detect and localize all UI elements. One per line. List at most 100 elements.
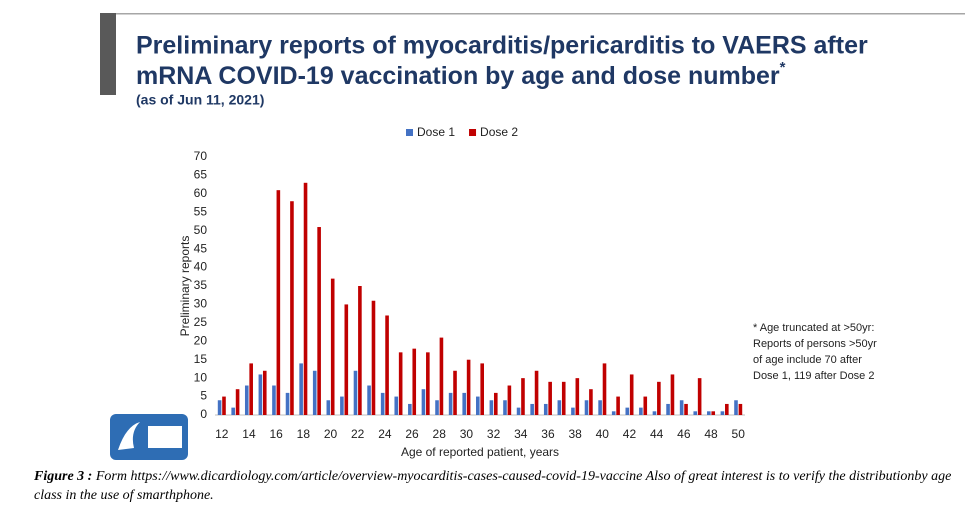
bar: [426, 352, 430, 415]
x-tick-label: 38: [568, 427, 582, 441]
x-tick-label: 46: [677, 427, 691, 441]
bar: [262, 370, 267, 415]
bar: [353, 370, 358, 415]
y-tick-label: 10: [194, 370, 208, 384]
bar: [217, 400, 222, 415]
x-tick-label: 28: [433, 427, 447, 441]
bar: [561, 381, 566, 415]
bar: [629, 374, 634, 415]
bar: [543, 403, 548, 415]
legend-label: Dose 1: [417, 125, 455, 139]
bar: [258, 374, 263, 415]
bar: [408, 403, 412, 415]
x-tick-label: 16: [269, 427, 283, 441]
bar: [290, 201, 294, 415]
bar: [711, 411, 716, 415]
x-tick-label: 32: [487, 427, 501, 441]
bar: [489, 400, 494, 415]
bar: [679, 400, 684, 415]
bar: [371, 300, 376, 415]
chart-title: Preliminary reports of myocarditis/peric…: [136, 32, 868, 60]
title-line: mRNA COVID-19 vaccination by age and dos…: [136, 62, 780, 90]
bar: [276, 190, 281, 415]
bar: [398, 352, 403, 415]
x-tick-label: 34: [514, 427, 528, 441]
y-tick-label: 60: [194, 186, 208, 200]
legend-swatch: [469, 129, 477, 136]
bar: [340, 396, 344, 415]
x-tick-label: 22: [351, 427, 365, 441]
bar: [462, 392, 467, 415]
legend-swatch: [406, 129, 413, 136]
bar: [697, 378, 702, 415]
chart-subtitle: (as of Jun 11, 2021): [136, 92, 264, 108]
bar: [421, 389, 426, 415]
y-tick-label: 55: [194, 204, 208, 218]
bar: [272, 385, 276, 415]
bar: [557, 400, 562, 415]
bar: [652, 411, 657, 415]
y-tick-label: 35: [194, 278, 208, 292]
x-tick-label: 26: [405, 427, 419, 441]
bar: [394, 396, 399, 415]
y-axis-label: Preliminary reports: [178, 236, 192, 337]
y-tick-label: 15: [194, 352, 208, 366]
x-tick-label: 42: [623, 427, 637, 441]
bar: [476, 396, 480, 415]
bar: [598, 400, 602, 415]
caption-label: Figure 3 :: [34, 469, 93, 484]
x-tick-label: 20: [324, 427, 338, 441]
bar: [725, 403, 729, 415]
bar: [330, 278, 335, 415]
bar: [516, 407, 521, 415]
y-tick-label: 70: [194, 149, 208, 163]
bar: [693, 411, 698, 415]
x-tick-label: 14: [242, 427, 256, 441]
bar: [326, 400, 331, 415]
bar: [503, 400, 507, 415]
bar: [684, 403, 688, 415]
bar: [385, 315, 389, 415]
bar: [575, 378, 580, 415]
bar: [448, 392, 453, 415]
bar: [670, 374, 675, 415]
bar: [285, 392, 290, 415]
bar: [707, 411, 711, 415]
bar: [299, 363, 303, 415]
y-tick-label: 45: [194, 241, 208, 255]
bar: [602, 363, 607, 415]
bar: [738, 403, 743, 415]
note-line: Dose 1, 119 after Dose 2: [753, 370, 874, 382]
bar: [548, 381, 552, 415]
x-tick-label: 12: [215, 427, 229, 441]
bar: [657, 381, 661, 415]
slide-accent: [100, 13, 116, 95]
bar: [734, 400, 738, 415]
bar: [453, 370, 457, 415]
cdc-logo: [110, 414, 188, 460]
bar: [439, 337, 444, 415]
bar: [666, 403, 670, 415]
logo-panel: [148, 426, 182, 448]
x-tick-label: 50: [732, 427, 746, 441]
bar: [222, 396, 226, 415]
y-tick-label: 25: [194, 315, 208, 329]
bar: [521, 378, 525, 415]
bar: [720, 411, 725, 415]
x-tick-label: 44: [650, 427, 664, 441]
bar: [466, 359, 471, 415]
bar: [571, 407, 575, 415]
bar: [312, 370, 317, 415]
bar: [493, 392, 498, 415]
bar: [616, 396, 620, 415]
bar: [380, 392, 385, 415]
x-tick-label: 30: [460, 427, 474, 441]
y-tick-label: 30: [194, 297, 208, 311]
x-tick-label: 40: [596, 427, 610, 441]
bar: [625, 407, 630, 415]
bar: [367, 385, 371, 415]
bar: [235, 389, 240, 415]
bar: [344, 304, 349, 415]
caption-text: Form https://www.dicardiology.com/articl…: [34, 469, 952, 503]
